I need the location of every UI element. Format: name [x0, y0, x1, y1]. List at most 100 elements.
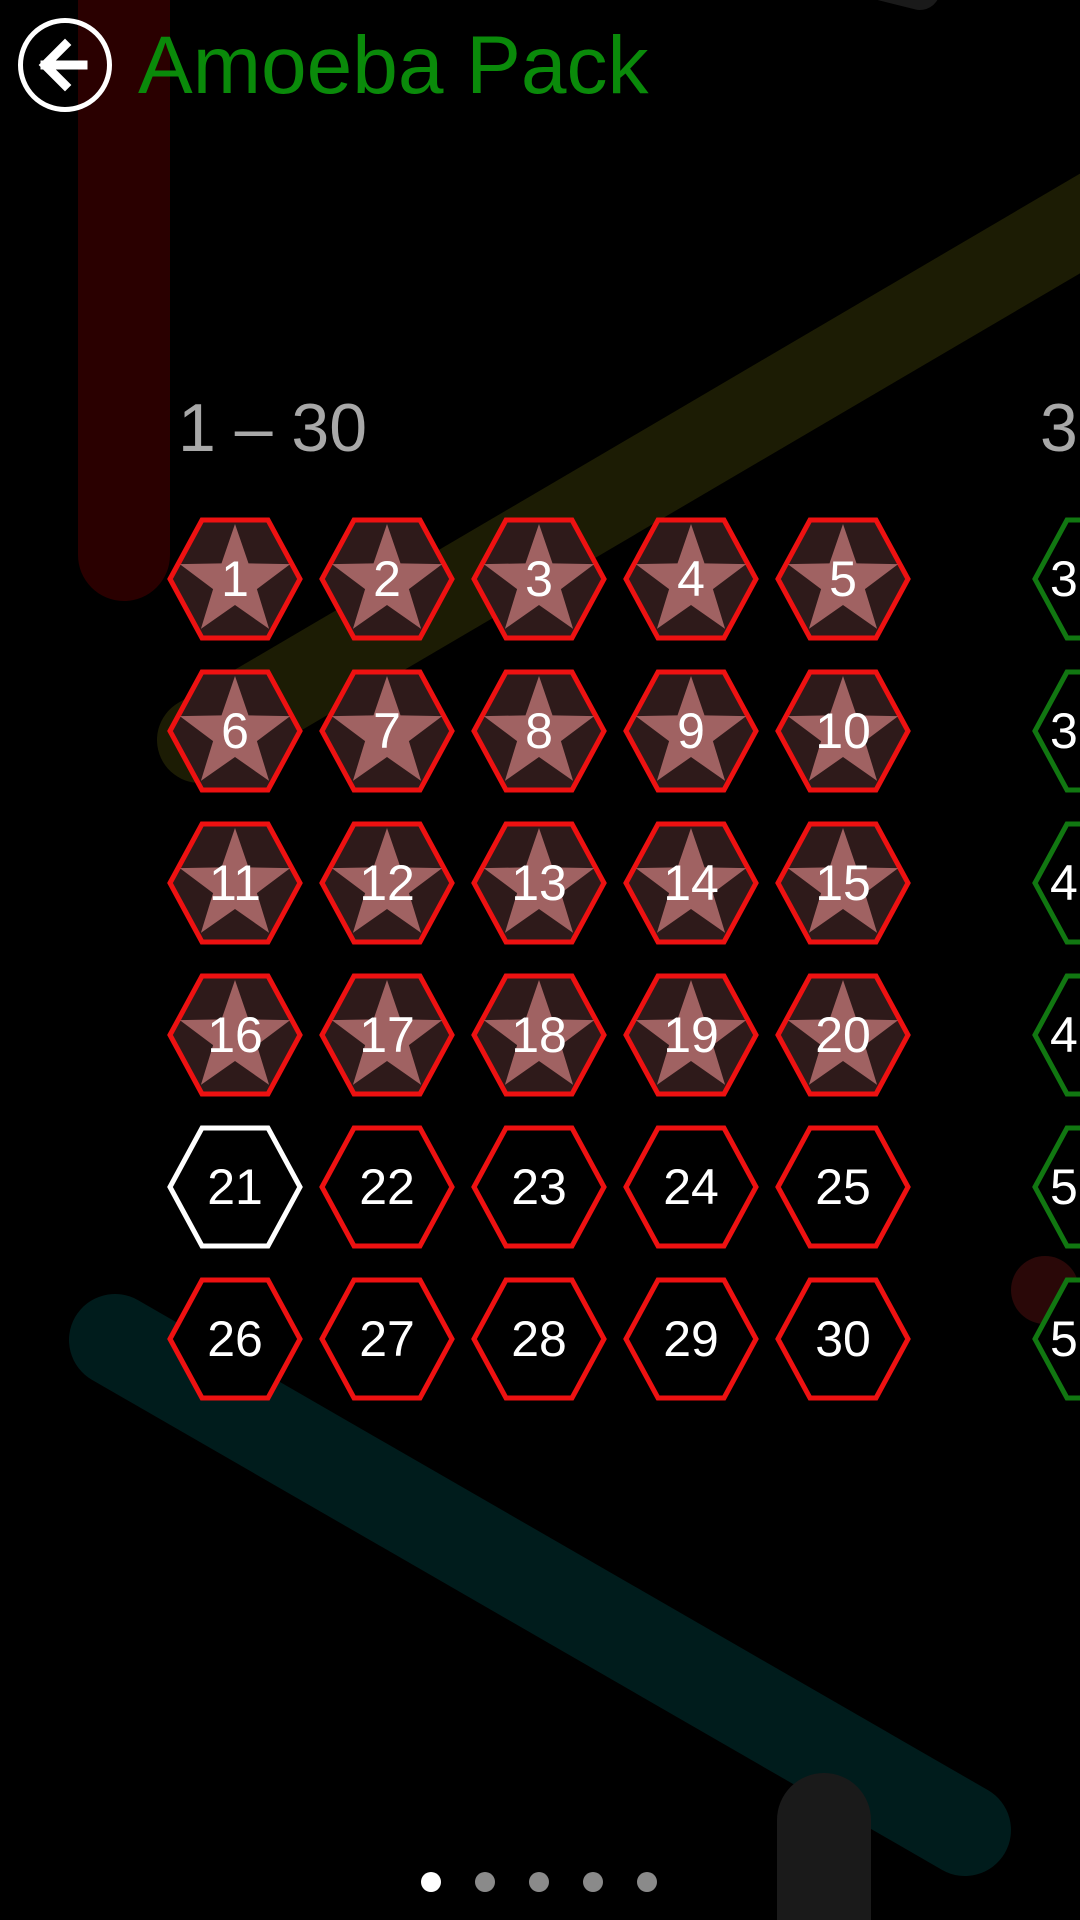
hexagon-icon: [167, 517, 303, 641]
level-button-completed[interactable]: 3: [471, 516, 607, 642]
level-button-completed[interactable]: 12: [319, 820, 455, 946]
level-button-locked[interactable]: 24: [623, 1124, 759, 1250]
level-button-locked[interactable]: 27: [319, 1276, 455, 1402]
level-button-completed[interactable]: 9: [623, 668, 759, 794]
level-button-completed[interactable]: 13: [471, 820, 607, 946]
level-number: 6: [221, 703, 249, 759]
hexagon-icon: [1032, 1277, 1080, 1401]
level-button-completed[interactable]: 6: [167, 668, 303, 794]
level-button-completed[interactable]: 11: [167, 820, 303, 946]
level-button-next[interactable]: 3: [1032, 668, 1080, 794]
level-button-locked[interactable]: 28: [471, 1276, 607, 1402]
level-button-completed[interactable]: 15: [775, 820, 911, 946]
hexagon-icon: [775, 1125, 911, 1249]
level-button-completed[interactable]: 10: [775, 668, 911, 794]
pack-title: Amoeba Pack: [138, 20, 649, 111]
hexagon-icon: [167, 973, 303, 1097]
level-button-completed[interactable]: 20: [775, 972, 911, 1098]
hexagon-icon: [167, 669, 303, 793]
star-icon: [787, 676, 899, 781]
page-dot[interactable]: [529, 1872, 549, 1892]
level-number: 9: [677, 703, 705, 759]
hexagon-icon: [319, 821, 455, 945]
level-button-locked[interactable]: 26: [167, 1276, 303, 1402]
hexagon-icon: [1032, 1125, 1080, 1249]
level-range-label: 3: [1040, 390, 1078, 466]
level-number: 8: [525, 703, 553, 759]
star-icon: [635, 980, 747, 1085]
level-button-completed[interactable]: 17: [319, 972, 455, 1098]
level-number: 20: [815, 1007, 871, 1063]
level-number: 1: [221, 551, 249, 607]
level-button-next[interactable]: 5: [1032, 1124, 1080, 1250]
level-number: 24: [663, 1159, 719, 1215]
hexagon-icon: [471, 973, 607, 1097]
hexagon-icon: [471, 517, 607, 641]
hexagon-icon: [1032, 973, 1080, 1097]
level-button-locked[interactable]: 30: [775, 1276, 911, 1402]
hexagon-icon: [319, 1125, 455, 1249]
level-button-completed[interactable]: 18: [471, 972, 607, 1098]
hexagon-icon: [775, 669, 911, 793]
level-number: 19: [663, 1007, 719, 1063]
hexagon-icon: [623, 517, 759, 641]
hexagon-icon: [623, 1125, 759, 1249]
level-button-completed[interactable]: 2: [319, 516, 455, 642]
hexagon-icon: [167, 1277, 303, 1401]
level-number: 18: [511, 1007, 567, 1063]
level-button-completed[interactable]: 19: [623, 972, 759, 1098]
star-icon: [179, 828, 291, 933]
level-button-completed[interactable]: 16: [167, 972, 303, 1098]
back-button[interactable]: [18, 18, 112, 112]
level-number: 12: [359, 855, 415, 911]
level-number: 3: [1050, 551, 1078, 607]
level-button-locked[interactable]: 25: [775, 1124, 911, 1250]
level-number: 10: [815, 703, 871, 759]
hexagon-icon: [471, 1277, 607, 1401]
level-button-next[interactable]: 3: [1032, 516, 1080, 642]
star-icon: [179, 980, 291, 1085]
page-dot[interactable]: [475, 1872, 495, 1892]
hexagon-icon: [167, 1125, 303, 1249]
page-dot[interactable]: [583, 1872, 603, 1892]
hexagon-icon: [623, 821, 759, 945]
level-button-next[interactable]: 4: [1032, 820, 1080, 946]
level-button-completed[interactable]: 5: [775, 516, 911, 642]
hexagon-icon: [471, 821, 607, 945]
level-number: 13: [511, 855, 567, 911]
level-number: 11: [209, 855, 261, 911]
star-icon: [331, 828, 443, 933]
star-icon: [635, 524, 747, 629]
level-button-locked[interactable]: 22: [319, 1124, 455, 1250]
level-button-completed[interactable]: 4: [623, 516, 759, 642]
page-dot[interactable]: [637, 1872, 657, 1892]
hexagon-icon: [775, 517, 911, 641]
star-icon: [179, 676, 291, 781]
page-dot-active[interactable]: [421, 1872, 441, 1892]
level-number: 25: [815, 1159, 871, 1215]
star-icon: [483, 828, 595, 933]
level-number: 5: [829, 551, 857, 607]
level-button-current[interactable]: 21: [167, 1124, 303, 1250]
level-button-completed[interactable]: 8: [471, 668, 607, 794]
hexagon-icon: [319, 669, 455, 793]
hexagon-icon: [623, 973, 759, 1097]
level-number: 4: [677, 551, 705, 607]
level-button-locked[interactable]: 29: [623, 1276, 759, 1402]
level-number: 4: [1050, 1007, 1078, 1063]
level-number: 4: [1050, 855, 1078, 911]
hexagon-icon: [1032, 517, 1080, 641]
level-number: 29: [663, 1311, 719, 1367]
level-button-completed[interactable]: 1: [167, 516, 303, 642]
hexagon-icon: [1032, 669, 1080, 793]
level-button-next[interactable]: 4: [1032, 972, 1080, 1098]
level-number: 3: [525, 551, 553, 607]
star-icon: [331, 676, 443, 781]
level-button-completed[interactable]: 14: [623, 820, 759, 946]
star-icon: [787, 524, 899, 629]
level-button-completed[interactable]: 7: [319, 668, 455, 794]
level-button-locked[interactable]: 23: [471, 1124, 607, 1250]
hexagon-icon: [775, 973, 911, 1097]
level-button-next[interactable]: 5: [1032, 1276, 1080, 1402]
level-number: 16: [207, 1007, 263, 1063]
